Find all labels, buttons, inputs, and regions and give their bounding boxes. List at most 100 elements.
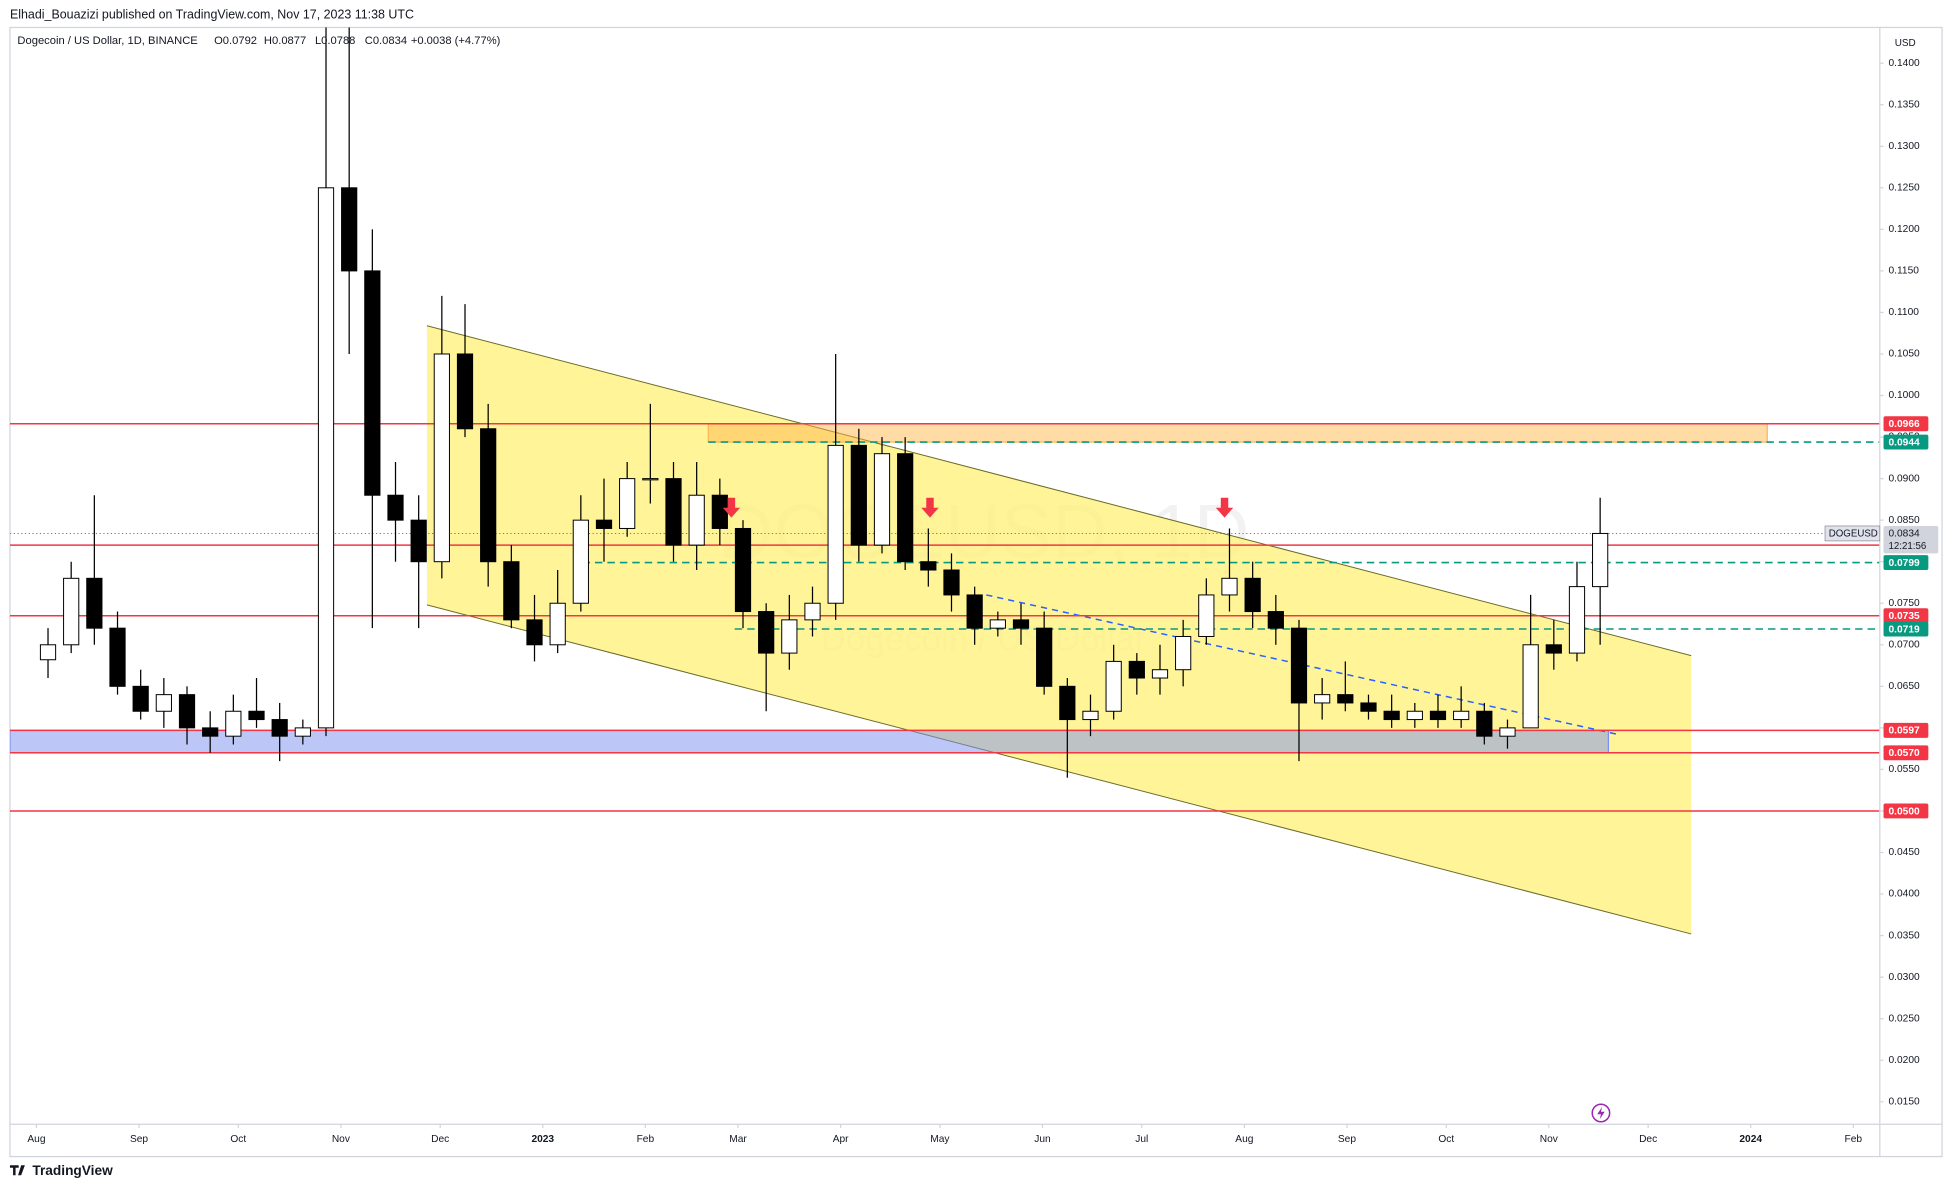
x-tick-label: Dec <box>431 1134 449 1145</box>
candle-body <box>989 619 1006 629</box>
level-label-box <box>1883 745 1929 761</box>
candle-body <box>248 710 265 721</box>
candle-body <box>1059 685 1076 721</box>
y-tick-label: 0.1150 <box>1889 266 1920 277</box>
candle-body <box>155 694 172 712</box>
x-tick-label: 2023 <box>531 1134 554 1145</box>
candle-body <box>1221 577 1238 596</box>
x-tick-label: Sep <box>1338 1134 1356 1145</box>
candle-body <box>827 444 844 604</box>
candle-body <box>1337 694 1354 704</box>
last-price-box <box>1883 525 1939 554</box>
ohlc-value: H0.0877 <box>264 35 306 47</box>
x-tick-label: Apr <box>833 1134 849 1145</box>
ohlc-value: +0.0038 (+4.77%) <box>411 35 501 47</box>
candle-body <box>595 519 613 529</box>
frame <box>9 26 1943 1158</box>
y-tick-label: 0.1350 <box>1889 99 1920 110</box>
candle-body <box>480 428 497 563</box>
countdown-label: 12:21:56 <box>1889 541 1927 552</box>
alert-icon[interactable] <box>1591 1103 1611 1123</box>
x-tick-label: Sep <box>130 1134 148 1145</box>
candle-body <box>688 494 705 546</box>
candle-body <box>86 577 103 629</box>
y-tick-label: 0.0300 <box>1889 972 1920 983</box>
candle-body <box>850 444 867 546</box>
tradingview-logo <box>9 1165 25 1176</box>
candle-body <box>1244 577 1261 613</box>
level-label-box <box>1883 416 1929 432</box>
candle-body <box>1036 627 1053 687</box>
candle-body <box>364 270 381 496</box>
candle-body <box>873 453 891 546</box>
y-tick-label: 0.0900 <box>1889 473 1920 484</box>
level-label-box <box>1883 803 1929 819</box>
y-tick-label: 0.1300 <box>1889 141 1920 152</box>
candle-body <box>410 519 427 563</box>
candle-body <box>804 602 821 621</box>
candle-body <box>665 478 682 546</box>
candle-body <box>526 619 543 646</box>
level-label: 0.0719 <box>1889 624 1920 635</box>
candle-body <box>1151 669 1169 679</box>
last-price-label: 0.0834 <box>1889 529 1920 540</box>
y-tick-label: 0.0150 <box>1889 1096 1920 1107</box>
level-label: 0.0966 <box>1889 419 1920 430</box>
y-tick-label: 0.0550 <box>1889 764 1920 775</box>
candle-body <box>1453 710 1470 721</box>
candle-body <box>1406 710 1423 721</box>
zone <box>9 729 1610 754</box>
y-tick-label: 0.0250 <box>1889 1013 1920 1024</box>
candle-body <box>966 594 983 629</box>
symbol-title: Dogecoin / US Dollar, 1D, BINANCE <box>17 35 197 47</box>
symbol-label: DOGEUSD <box>1829 529 1878 540</box>
candle-body <box>294 727 311 737</box>
channel-line <box>426 604 1692 935</box>
x-tick-label: Feb <box>1845 1134 1863 1145</box>
y-tick-label: 0.0450 <box>1889 847 1920 858</box>
candle-body <box>1360 702 1377 712</box>
candle-body <box>178 694 196 729</box>
y-tick-label: 0.1000 <box>1889 390 1920 401</box>
candle-body <box>1545 644 1562 654</box>
y-tick-label: 0.1200 <box>1889 224 1920 235</box>
level-label: 0.0500 <box>1889 806 1920 817</box>
brand: TradingView <box>32 1163 113 1178</box>
candle-body <box>943 569 960 596</box>
candle-body <box>456 353 474 430</box>
candle-body <box>503 561 520 621</box>
x-tick-label: Aug <box>27 1134 45 1145</box>
level-label-box <box>1883 555 1929 571</box>
y-tick-label: 0.1050 <box>1889 349 1920 360</box>
y-tick-label: 0.0850 <box>1889 515 1920 526</box>
channel-fill <box>426 325 1692 934</box>
candle-body <box>572 519 589 604</box>
x-tick-label: Jun <box>1034 1134 1050 1145</box>
plot-area: DOGEUSD, 1DDogecoin / US Dollar <box>9 27 1880 935</box>
level-label-box <box>1883 434 1929 450</box>
currency-box[interactable] <box>1884 33 1923 53</box>
trendline <box>986 594 1619 736</box>
candle-body <box>781 619 798 654</box>
ohlc-legend: O0.0792 H0.0877 L0.0788 C0.0834 +0.0038 (+4.… <box>214 35 501 47</box>
candle-body <box>1522 644 1539 729</box>
candle-body <box>1499 727 1516 737</box>
candle-body <box>549 602 566 646</box>
level-label-box <box>1883 722 1929 738</box>
currency: USD <box>1895 38 1916 49</box>
y-tick-label: 0.0650 <box>1889 681 1920 692</box>
y-tick-label: 0.0700 <box>1889 639 1920 650</box>
candle-body <box>920 561 937 571</box>
candle-body <box>271 719 288 737</box>
candle-body <box>1267 611 1284 629</box>
candle-body <box>897 453 914 563</box>
ohlc-value: O0.0792 <box>214 35 257 47</box>
level-label: 0.0597 <box>1889 726 1920 737</box>
candle-body <box>387 494 404 521</box>
x-tick-label: Nov <box>332 1134 351 1145</box>
level-label: 0.0799 <box>1889 558 1920 569</box>
arrow <box>722 497 741 518</box>
level-label: 0.0570 <box>1889 748 1920 759</box>
ohlc-value: C0.0834 <box>365 35 407 47</box>
